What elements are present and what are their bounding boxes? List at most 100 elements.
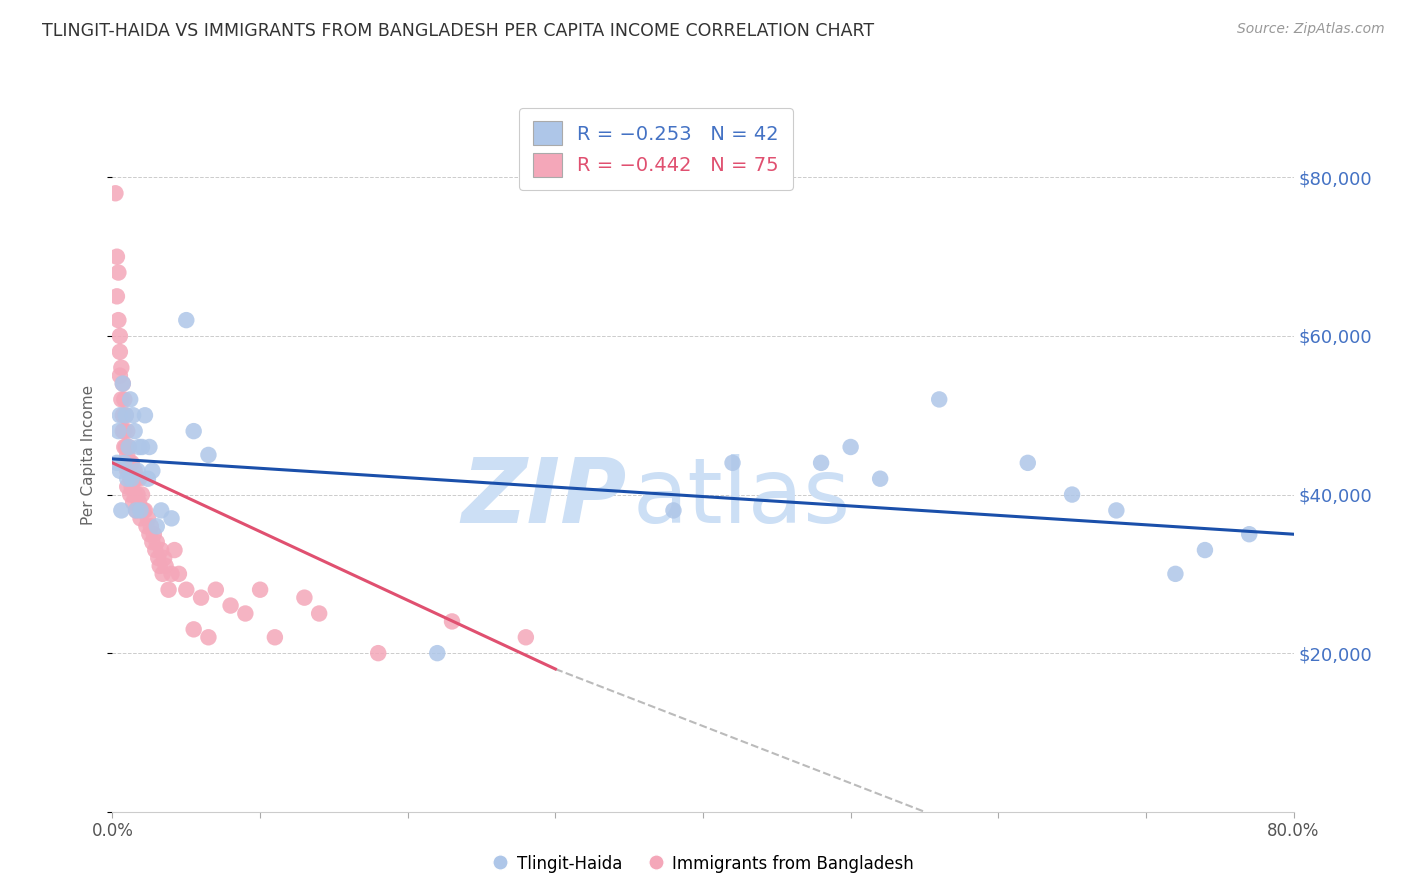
Point (110, 392, 132, 407)
Point (1105, 503, 1128, 517)
Point (190, 591, 212, 605)
Point (155, 558, 177, 573)
Point (135, 519, 157, 533)
Point (143, 543, 166, 558)
Point (129, 503, 152, 517)
Point (125, 503, 148, 517)
Point (112, 440, 135, 454)
Point (118, 440, 141, 454)
Point (1017, 456, 1039, 470)
Point (426, 646, 449, 660)
Point (117, 480, 138, 494)
Point (441, 615, 464, 629)
Point (124, 464, 146, 478)
Point (146, 535, 169, 549)
Point (111, 376, 134, 391)
Point (127, 464, 149, 478)
Y-axis label: Per Capita Income: Per Capita Income (80, 384, 96, 525)
Point (118, 440, 141, 454)
Point (125, 472, 148, 486)
Point (110, 503, 132, 517)
Point (515, 630, 537, 644)
Point (138, 527, 160, 541)
Point (174, 582, 197, 597)
Point (148, 551, 170, 566)
Point (122, 472, 145, 486)
Point (662, 503, 685, 517)
Point (114, 440, 136, 454)
Point (120, 487, 142, 501)
Point (129, 511, 152, 525)
Point (163, 543, 186, 558)
Point (104, 186, 127, 201)
Point (117, 424, 138, 438)
Point (108, 464, 131, 478)
Point (120, 456, 142, 470)
Point (114, 409, 136, 423)
Point (721, 456, 744, 470)
Point (928, 392, 950, 407)
Point (107, 424, 129, 438)
Point (124, 487, 146, 501)
Point (120, 392, 142, 407)
Point (197, 630, 219, 644)
Point (150, 503, 173, 517)
Point (120, 472, 142, 486)
Point (111, 409, 134, 423)
Point (139, 519, 162, 533)
Point (160, 566, 183, 581)
Point (114, 456, 136, 470)
Point (869, 472, 891, 486)
Point (132, 503, 155, 517)
Point (183, 623, 205, 637)
Point (121, 472, 143, 486)
Point (153, 551, 176, 566)
Point (122, 409, 145, 423)
Point (292, 591, 315, 605)
Point (134, 503, 156, 517)
Point (150, 543, 173, 558)
Point (111, 376, 134, 391)
Point (134, 409, 156, 423)
Point (108, 329, 131, 343)
Point (108, 409, 131, 423)
Point (124, 424, 146, 438)
Point (128, 495, 150, 509)
Text: Source: ZipAtlas.com: Source: ZipAtlas.com (1237, 22, 1385, 37)
Point (108, 344, 131, 359)
Point (117, 472, 138, 486)
Text: ZIP: ZIP (461, 454, 626, 541)
Point (107, 266, 129, 280)
Point (108, 368, 131, 383)
Point (128, 472, 150, 486)
Point (112, 456, 135, 470)
Legend: Tlingit-Haida, Immigrants from Bangladesh: Tlingit-Haida, Immigrants from Banglades… (485, 848, 921, 880)
Point (136, 511, 159, 525)
Point (121, 480, 143, 494)
Point (127, 487, 149, 501)
Point (233, 607, 256, 621)
Point (1194, 543, 1216, 558)
Point (112, 392, 135, 407)
Point (167, 566, 190, 581)
Point (138, 440, 160, 454)
Point (117, 464, 138, 478)
Point (219, 599, 242, 613)
Point (1062, 487, 1084, 501)
Point (131, 440, 153, 454)
Point (264, 630, 287, 644)
Point (105, 289, 128, 303)
Point (810, 456, 832, 470)
Text: TLINGIT-HAIDA VS IMMIGRANTS FROM BANGLADESH PER CAPITA INCOME CORRELATION CHART: TLINGIT-HAIDA VS IMMIGRANTS FROM BANGLAD… (42, 22, 875, 40)
Point (249, 582, 271, 597)
Text: atlas: atlas (633, 454, 851, 541)
Point (152, 566, 174, 581)
Point (197, 448, 219, 462)
Point (160, 511, 183, 525)
Point (141, 535, 163, 549)
Point (122, 495, 145, 509)
Point (131, 487, 153, 501)
Point (146, 519, 169, 533)
Point (141, 464, 163, 478)
Point (1239, 527, 1261, 541)
